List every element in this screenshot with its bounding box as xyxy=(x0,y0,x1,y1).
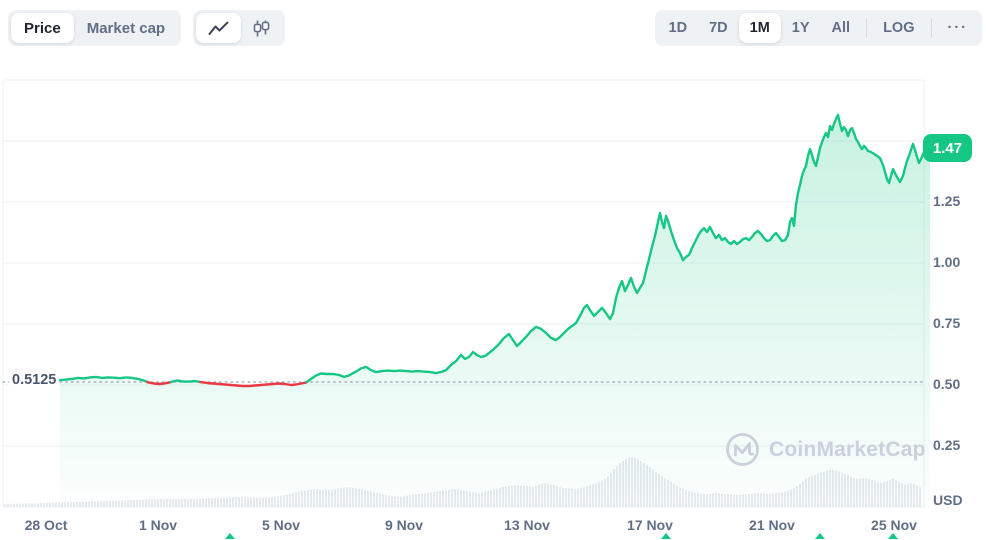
current-price-badge: 1.47 xyxy=(923,134,972,163)
ellipsis-icon: ··· xyxy=(947,20,968,36)
chart-toolbar: Price Market cap xyxy=(8,10,982,46)
price-marketcap-toggle: Price Market cap xyxy=(8,10,182,46)
x-axis-label: 21 Nov xyxy=(749,517,795,533)
reference-price-label: 0.5125 xyxy=(9,371,60,388)
more-options-button[interactable]: ··· xyxy=(937,13,980,43)
x-axis-label: 25 Nov xyxy=(871,517,917,533)
toolbar-divider xyxy=(866,19,868,37)
y-axis-unit-label: USD xyxy=(933,492,963,508)
y-axis-label: 0.50 xyxy=(933,376,961,392)
event-marker-icon[interactable] xyxy=(661,533,671,539)
market-cap-tab[interactable]: Market cap xyxy=(74,13,178,43)
x-axis-label: 28 Oct xyxy=(24,517,68,533)
y-axis-label: 0.25 xyxy=(933,437,961,453)
price-chart[interactable]: CoinMarketCap 0.5125 1.47 USD 1.25 1.00 0.… xyxy=(0,56,986,540)
event-marker-icon[interactable] xyxy=(888,533,898,539)
y-axis-label: 0.75 xyxy=(933,315,961,331)
x-axis-label: 13 Nov xyxy=(504,517,550,533)
line-chart-icon xyxy=(208,21,229,36)
coinmarketcap-logo-icon xyxy=(724,431,761,468)
event-marker-icon[interactable] xyxy=(815,533,825,539)
candlestick-chart-icon xyxy=(253,20,270,37)
log-scale-button[interactable]: LOG xyxy=(872,13,925,43)
coinmarketcap-watermark: CoinMarketCap xyxy=(724,431,926,468)
line-chart-button[interactable] xyxy=(196,13,242,43)
price-tab[interactable]: Price xyxy=(11,13,74,43)
range-1m-button[interactable]: 1M xyxy=(738,13,781,43)
range-all-button[interactable]: All xyxy=(821,13,862,43)
x-axis-label: 9 Nov xyxy=(384,517,424,533)
range-1d-button[interactable]: 1D xyxy=(658,13,699,43)
time-range-selector: 1D 7D 1M 1Y All LOG ··· xyxy=(654,10,982,46)
candlestick-chart-button[interactable] xyxy=(241,13,282,43)
x-axis-label: 5 Nov xyxy=(261,517,301,533)
toolbar-divider xyxy=(930,19,932,37)
range-7d-button[interactable]: 7D xyxy=(698,13,739,43)
chart-type-toggle xyxy=(193,10,286,46)
y-axis-label: 1.25 xyxy=(933,193,961,209)
x-axis-label: 17 Nov xyxy=(627,517,673,533)
event-marker-icon[interactable] xyxy=(225,533,235,539)
watermark-text: CoinMarketCap xyxy=(769,437,926,461)
y-axis-label: 1.00 xyxy=(933,254,961,270)
x-axis-label: 1 Nov xyxy=(138,517,178,533)
range-1y-button[interactable]: 1Y xyxy=(781,13,821,43)
